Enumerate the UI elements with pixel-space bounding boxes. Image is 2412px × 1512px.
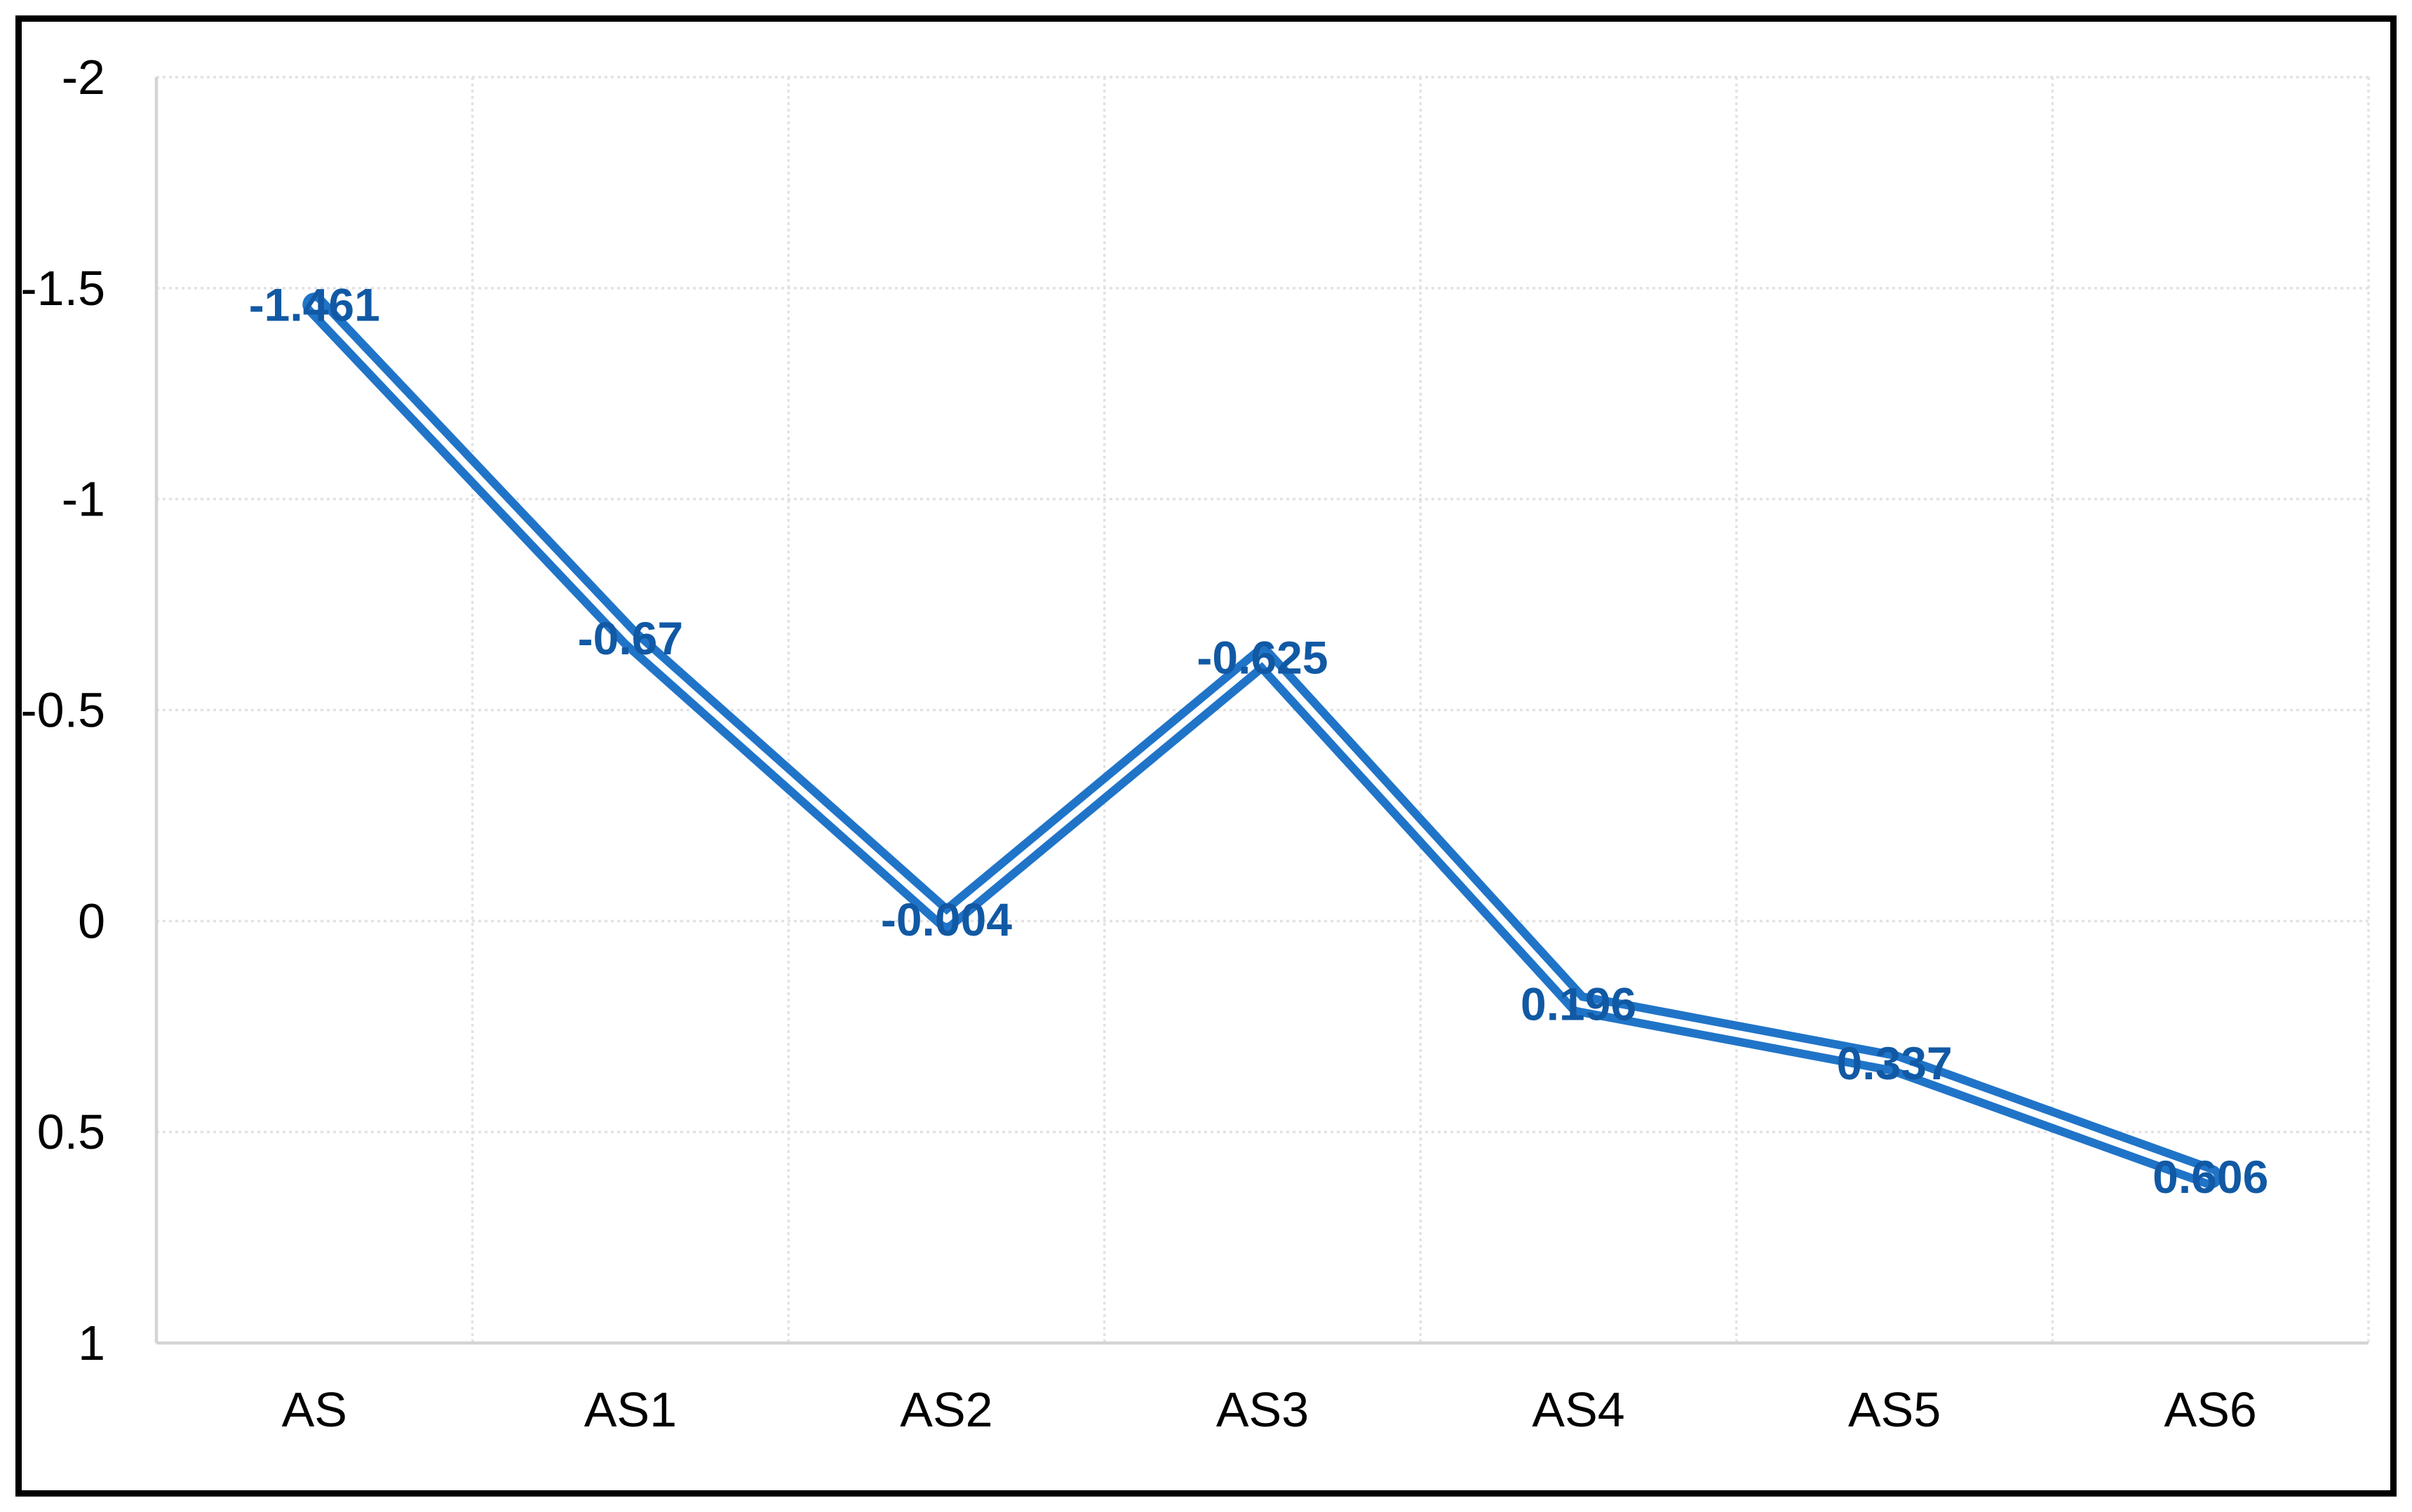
x-axis-label: AS bbox=[282, 1382, 347, 1437]
y-tick-label: -1 bbox=[62, 472, 105, 527]
data-label: -0.67 bbox=[578, 612, 683, 664]
y-tick-label: 1 bbox=[78, 1316, 105, 1370]
data-label: 0.337 bbox=[1837, 1037, 1953, 1089]
x-axis-label: AS4 bbox=[1532, 1382, 1624, 1437]
figure-border bbox=[15, 15, 2397, 1497]
x-axis-label: AS1 bbox=[584, 1382, 677, 1437]
y-tick-label: 0 bbox=[78, 893, 105, 948]
x-axis-label: AS2 bbox=[900, 1382, 992, 1437]
y-tick-label: -1.5 bbox=[20, 261, 105, 316]
y-tick-label: -0.5 bbox=[20, 683, 105, 738]
data-label: 0.606 bbox=[2152, 1151, 2268, 1203]
x-axis-label: AS5 bbox=[1848, 1382, 1941, 1437]
data-label: 0.196 bbox=[1521, 978, 1636, 1030]
x-axis-label: AS6 bbox=[2164, 1382, 2257, 1437]
y-tick-label: 0.5 bbox=[37, 1105, 105, 1159]
y-tick-label: -2 bbox=[62, 50, 105, 104]
series-line-core bbox=[311, 301, 2214, 1180]
data-label: -1.461 bbox=[249, 278, 380, 330]
x-axis-label: AS3 bbox=[1216, 1382, 1309, 1437]
data-label: -0.004 bbox=[881, 893, 1012, 945]
data-label: -0.625 bbox=[1197, 631, 1328, 683]
